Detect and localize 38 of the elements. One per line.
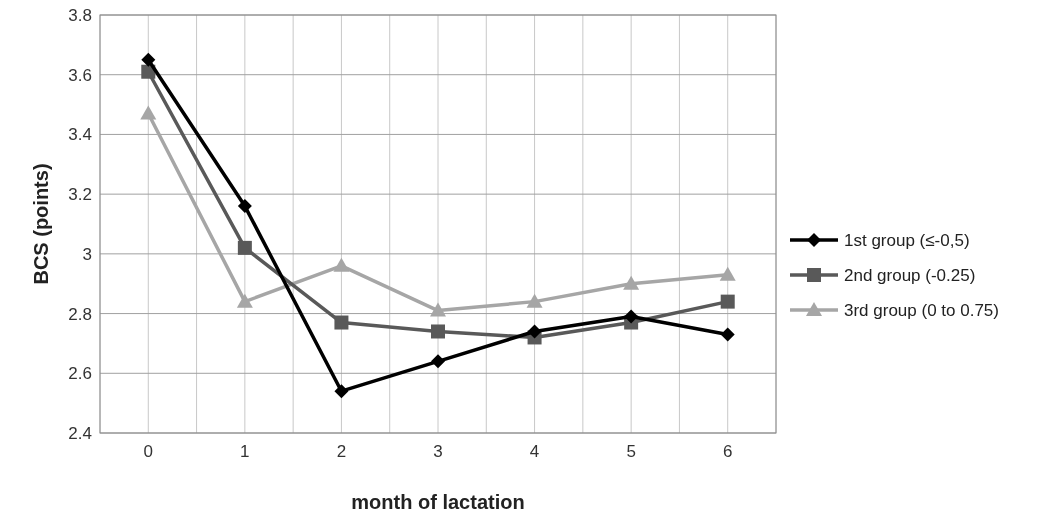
x-tick-label: 6 — [722, 442, 733, 461]
point — [719, 266, 736, 281]
point — [527, 324, 542, 339]
y-tick-label: 3.8 — [68, 5, 92, 25]
x-tick-label: 1 — [240, 442, 250, 461]
x-tick-label: 3 — [433, 442, 443, 461]
point — [720, 327, 735, 342]
y-tick-label: 2.4 — [68, 423, 92, 443]
y-tick-label: 3.6 — [68, 65, 92, 85]
point — [237, 240, 252, 255]
point — [431, 354, 445, 369]
y-tick-label: 3 — [82, 244, 92, 264]
legend-label: 2nd group (-0.25) — [844, 265, 976, 285]
x-tick-label: 2 — [336, 442, 347, 461]
legend-label: 1st group (≤-0,5) — [844, 230, 970, 250]
point — [431, 324, 445, 339]
point — [334, 384, 349, 399]
point — [526, 293, 543, 308]
point — [623, 275, 640, 290]
x-tick-label: 5 — [626, 442, 636, 461]
legend-label: 3rd group (0 to 0.75) — [844, 300, 999, 320]
x-axis-title: month of lactation — [351, 491, 525, 513]
point — [141, 52, 156, 67]
point — [624, 309, 639, 324]
y-tick-label: 3.2 — [68, 185, 92, 205]
point — [430, 302, 446, 317]
point — [140, 105, 157, 120]
x-tick-label: 4 — [529, 442, 540, 461]
x-tick-label: 0 — [143, 442, 154, 461]
y-tick-label: 3.4 — [68, 125, 92, 145]
y-tick-label: 2.8 — [68, 304, 92, 324]
point — [333, 257, 350, 272]
y-axis-title: BCS (points) — [30, 163, 52, 285]
point — [236, 293, 253, 308]
point — [334, 315, 349, 330]
point — [720, 294, 735, 309]
y-tick-label: 2.6 — [68, 364, 92, 384]
point — [237, 199, 252, 214]
